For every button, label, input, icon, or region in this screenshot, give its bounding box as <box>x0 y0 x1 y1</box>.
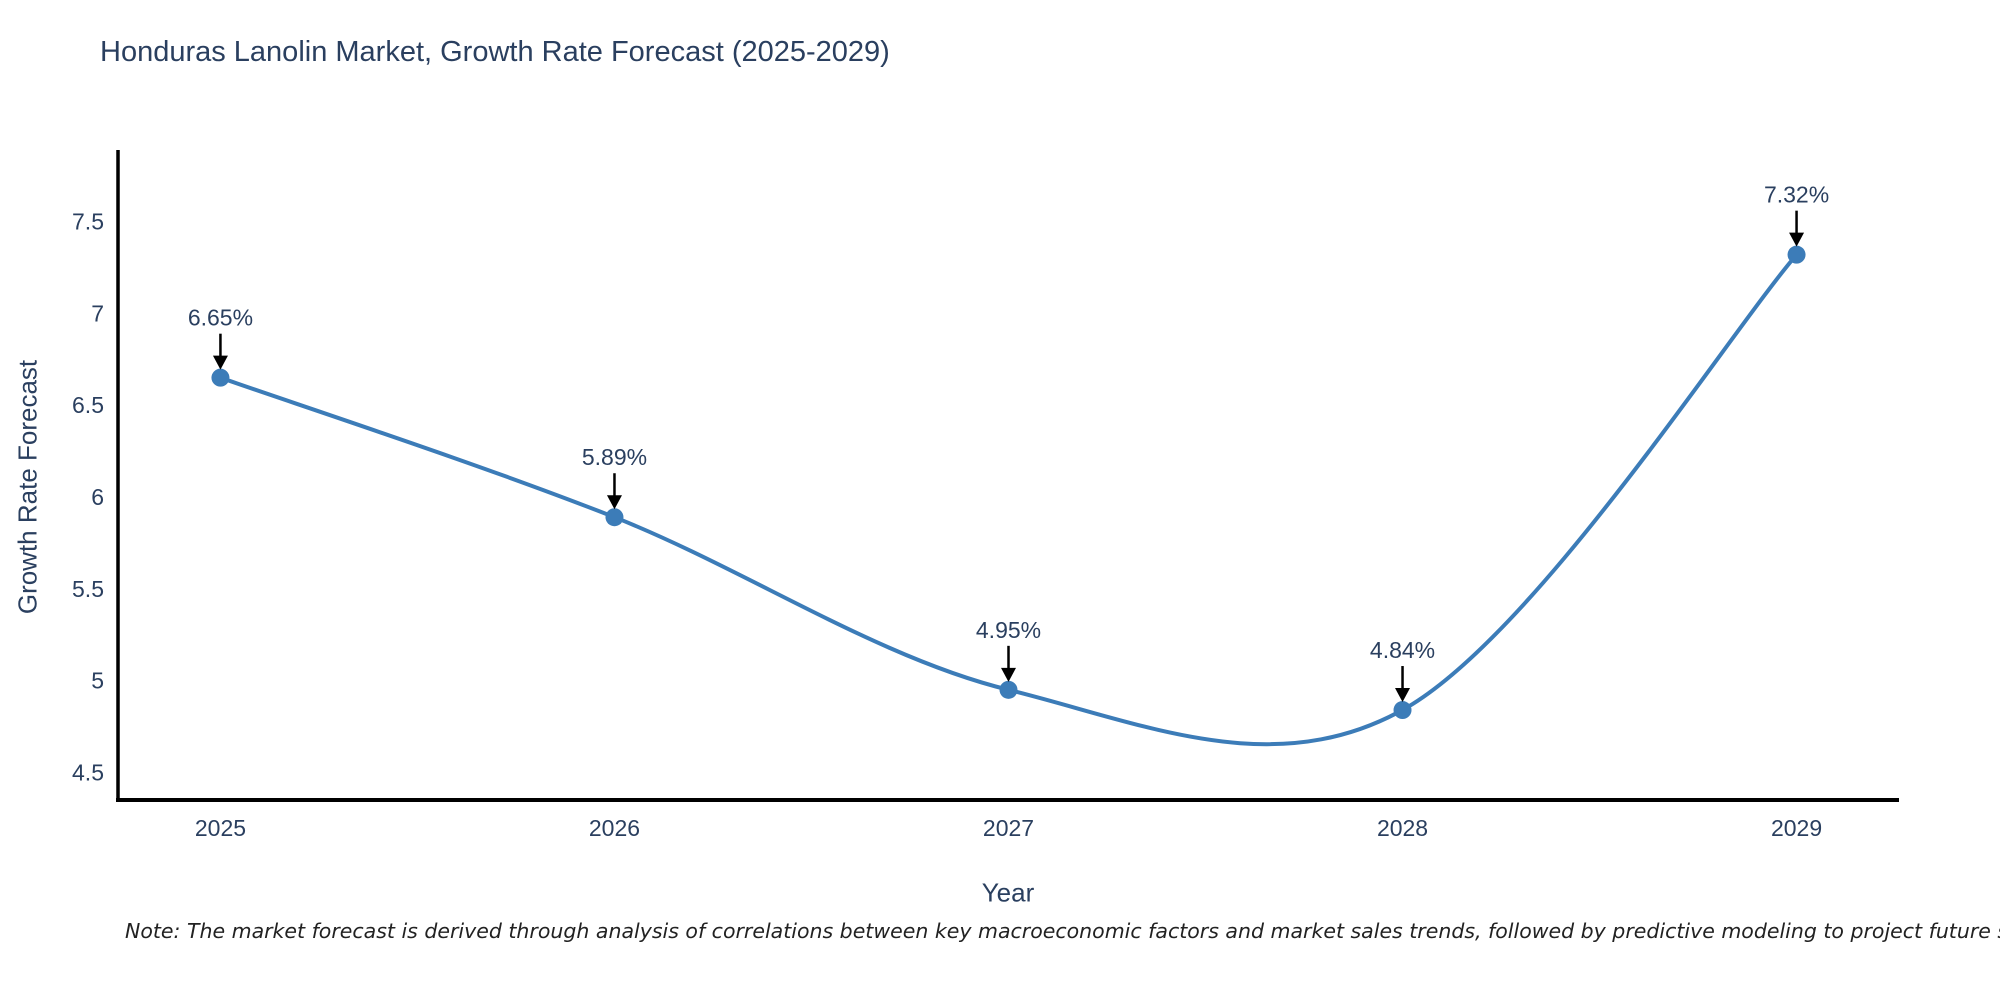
x-tick-label: 2027 <box>983 815 1034 841</box>
data-point-marker[interactable] <box>605 508 624 527</box>
annotation-arrowhead <box>1395 688 1411 703</box>
y-tick-label: 7 <box>91 300 104 326</box>
y-tick-label: 5.5 <box>72 576 104 602</box>
y-tick-label: 7.5 <box>72 209 104 235</box>
data-point-marker[interactable] <box>211 368 230 387</box>
annotation-arrowhead <box>1789 232 1805 247</box>
annotation-label: 4.95% <box>976 617 1041 643</box>
y-tick-label: 6 <box>91 484 104 510</box>
annotation-arrowhead <box>1001 667 1016 682</box>
data-point-marker[interactable] <box>1787 245 1806 264</box>
annotation-label: 7.32% <box>1764 182 1829 208</box>
annotation-arrowhead <box>212 355 228 370</box>
annotation-label: 4.84% <box>1370 637 1435 663</box>
annotation-label: 5.89% <box>582 444 647 470</box>
footnote: Note: The market forecast is derived thr… <box>125 919 2000 943</box>
y-tick-label: 5 <box>91 668 104 694</box>
x-tick-label: 2029 <box>1771 815 1822 841</box>
data-point-marker[interactable] <box>999 680 1018 699</box>
annotation-arrowhead <box>606 495 622 510</box>
x-tick-label: 2025 <box>195 815 246 841</box>
data-point-marker[interactable] <box>1393 701 1412 720</box>
annotation-label: 6.65% <box>188 305 253 331</box>
x-axis-title: Year <box>981 877 1035 908</box>
chart-title: Honduras Lanolin Market, Growth Rate For… <box>100 36 890 68</box>
x-tick-label: 2028 <box>1377 815 1428 841</box>
y-tick-label: 6.5 <box>72 392 104 418</box>
x-tick-label: 2026 <box>589 815 640 841</box>
y-tick-label: 4.5 <box>72 759 104 785</box>
y-axis-title: Growth Rate Forecast <box>12 359 43 615</box>
forecast-line <box>218 252 1799 747</box>
